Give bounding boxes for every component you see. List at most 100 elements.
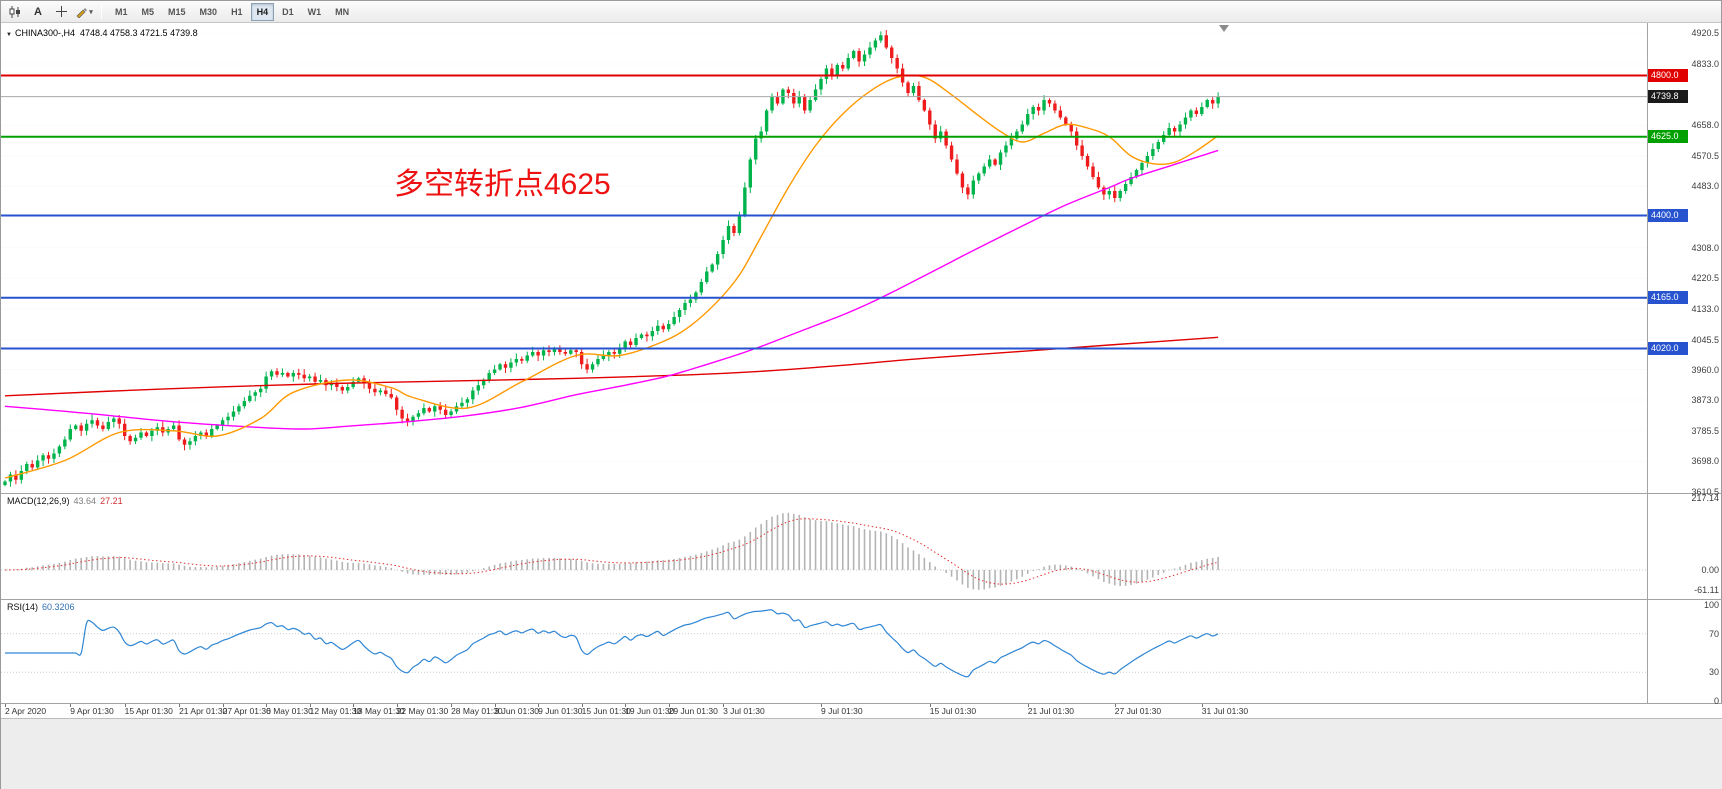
candles-series: [3, 30, 1220, 487]
time-axis-label: 18 May 01:30: [353, 706, 405, 716]
time-axis-tick: [1114, 704, 1116, 707]
time-axis-label: 9 Apr 01:30: [70, 706, 114, 716]
time-axis-tick: [396, 704, 398, 707]
ma-fast-line: [4, 74, 1219, 479]
crosshair-tool-button[interactable]: [50, 2, 72, 21]
macd-indicator-label: MACD(12,26,9) 43.64 27.21: [7, 496, 123, 506]
symbol-name: CHINA300-,H4: [14, 28, 75, 38]
rsi-indicator-label: RSI(14) 60.3206: [7, 602, 75, 612]
chart-shift-marker-icon[interactable]: [1219, 25, 1229, 32]
time-axis-label: 28 May 01:30: [451, 706, 503, 716]
time-axis-tick: [5, 704, 6, 707]
time-axis-label: 3 Jul 01:30: [723, 706, 765, 716]
tf-button-M1[interactable]: M1: [109, 3, 134, 21]
ma-slow-line: [4, 336, 1219, 397]
ma-mid-line: [4, 149, 1219, 430]
time-axis-label: 15 Jun 01:30: [581, 706, 631, 716]
time-axis-label: 27 Apr 01:30: [222, 706, 271, 716]
price-axis-label: 3873.0: [1691, 394, 1719, 405]
bottom-panel: [1, 718, 1722, 789]
tf-button-W1[interactable]: W1: [302, 3, 328, 21]
tf-button-M5[interactable]: M5: [136, 3, 161, 21]
tf-button-D1[interactable]: D1: [276, 3, 300, 21]
rsi-title: RSI(14): [7, 602, 39, 612]
time-axis-tick: [451, 704, 453, 707]
chart-annotation-text: 多空转折点4625: [394, 168, 611, 201]
price-badge: 4739.8: [1648, 90, 1688, 104]
timeframe-buttons: M1 M5 M15 M30 H1 H4 D1 W1 MN: [108, 2, 356, 21]
price-badge: 4400.0: [1648, 209, 1688, 222]
time-axis-tick: [266, 704, 268, 707]
macd-signal-line: [4, 518, 1219, 585]
rsi-axis-label: 100: [1703, 600, 1719, 610]
time-axis-tick: [538, 704, 540, 707]
time-axis-tick: [1027, 704, 1029, 707]
tf-button-MN[interactable]: MN: [329, 3, 355, 21]
crosshair-icon: [55, 6, 67, 17]
time-axis[interactable]: [1, 704, 1722, 718]
time-axis-label: 9 Jun 01:30: [538, 706, 583, 716]
price-axis-label: 4045.5: [1691, 334, 1719, 345]
horizontal-lines: [1, 74, 1647, 350]
price-axis-label: 4658.0: [1691, 120, 1719, 131]
price-axis-label: 3698.0: [1691, 456, 1719, 467]
time-axis-tick: [222, 704, 224, 707]
macd-title: MACD(12,26,9): [7, 496, 70, 506]
time-axis-label: 19 Jun 01:30: [625, 706, 675, 716]
time-axis-tick: [1201, 704, 1203, 707]
time-axis-label: 6 May 01:30: [266, 706, 313, 716]
time-axis-label: 21 Apr 01:30: [179, 706, 228, 716]
grid-lines: [1, 32, 1647, 493]
panel-separator[interactable]: [1, 599, 1722, 600]
rsi-line: [4, 609, 1219, 678]
main-chart-plot[interactable]: [1, 23, 1647, 493]
price-axis-label: 4833.0: [1691, 58, 1719, 69]
price-axis-label: 3785.5: [1691, 425, 1719, 436]
price-axis-separator: [1647, 23, 1648, 703]
price-badge: 4800.0: [1648, 69, 1688, 82]
time-axis-label: 15 Apr 01:30: [124, 706, 173, 716]
symbol-ohlc: 4748.4 4758.3 4721.5 4739.8: [79, 28, 198, 38]
chevron-down-icon: ▾: [89, 8, 93, 16]
tf-button-H4[interactable]: H4: [250, 2, 275, 21]
rsi-value: 60.3206: [42, 602, 75, 612]
time-axis-label: 2 Apr 2020: [5, 706, 47, 716]
panel-separator[interactable]: [1, 493, 1722, 494]
macd-signal-value: 27.21: [100, 496, 123, 506]
time-axis-tick: [179, 704, 181, 707]
time-axis-tick: [723, 704, 725, 707]
time-axis-label: 15 Jul 01:30: [929, 706, 977, 716]
macd-axis-label: -61.11: [1694, 585, 1719, 596]
chart-type-button[interactable]: [4, 2, 26, 21]
macd-main-value: 43.64: [73, 496, 97, 506]
time-axis-label: 9 Jul 01:30: [821, 706, 863, 716]
symbol-quote: ▼ CHINA300-,H4 4748.4 4758.3 4721.5 4739.8: [6, 28, 198, 38]
text-label-tool-glyph: A: [34, 5, 42, 18]
macd-axis-label: 217.14: [1691, 492, 1719, 503]
tf-button-H1[interactable]: H1: [225, 3, 249, 21]
time-axis-label: 21 Jul 01:30: [1027, 706, 1075, 716]
chart-menu-icon[interactable]: ▼: [6, 32, 12, 38]
candlestick-chart-icon: [9, 5, 20, 18]
tf-button-M30[interactable]: M30: [194, 3, 224, 21]
time-axis-tick: [70, 704, 72, 707]
draw-tool-button[interactable]: ▾: [73, 2, 95, 21]
time-axis-tick: [821, 704, 822, 707]
price-badge: 4625.0: [1648, 130, 1688, 144]
time-axis-tick: [668, 704, 670, 707]
rsi-panel-plot[interactable]: [1, 599, 1647, 703]
text-label-tool-button[interactable]: A: [27, 2, 49, 21]
rsi-axis-label: 0: [1713, 696, 1719, 706]
time-axis-tick: [625, 704, 627, 707]
rsi-axis-label: 30: [1708, 667, 1719, 678]
tf-button-M15[interactable]: M15: [162, 3, 192, 21]
price-badge: 4165.0: [1648, 291, 1688, 305]
rsi-axis-label: 70: [1708, 628, 1719, 639]
time-axis-tick: [581, 704, 583, 707]
time-axis-label: 12 May 01:30: [309, 706, 362, 716]
price-axis-label: 4133.0: [1691, 303, 1719, 314]
time-axis-label: 3 Jun 01:30: [494, 706, 540, 716]
price-axis-label: 3960.0: [1691, 364, 1719, 375]
macd-panel-plot[interactable]: [1, 493, 1647, 599]
